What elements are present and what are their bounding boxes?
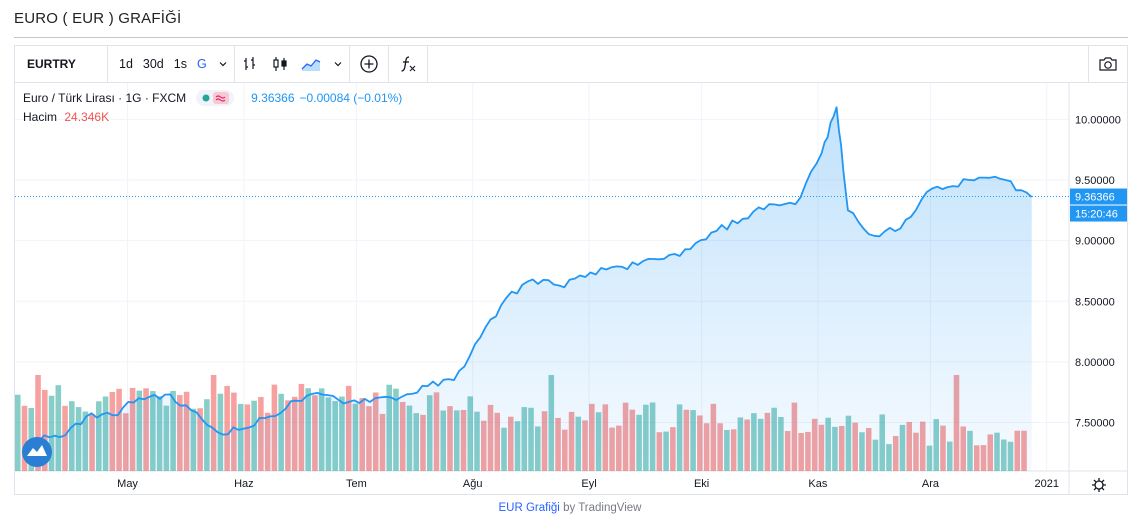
interval-g-button[interactable]: G (196, 57, 207, 71)
price-line (33, 106, 1033, 442)
volume-bar (217, 393, 224, 471)
interval-30d-button[interactable]: 30d (142, 57, 164, 71)
volume-bar (21, 405, 28, 471)
candlestick-style-icon[interactable] (265, 46, 295, 82)
volume-bar (15, 394, 21, 471)
last-price-tag (1070, 188, 1127, 205)
time-tick-label: Eki (694, 478, 709, 490)
volume-bar (210, 375, 217, 471)
chevron-down-icon[interactable] (212, 46, 234, 82)
price-tick-label: 9.50000 (1075, 175, 1115, 187)
tradingview-logo-icon[interactable] (22, 437, 52, 467)
volume-bar (42, 389, 48, 471)
price-chart[interactable]: 10.00000 9.50000 9.00000 8.50000 8.00000 7.50… (15, 46, 1127, 494)
settings-gear-icon[interactable] (1092, 478, 1106, 492)
price-area-fill (33, 107, 1032, 472)
chevron-down-icon[interactable] (327, 46, 349, 82)
page-title: EURO ( EUR ) GRAFİĞİ (14, 10, 182, 27)
toolbar-divider (348, 46, 350, 82)
interval-1d-button[interactable]: 1d (119, 57, 133, 71)
countdown-tag (1070, 205, 1127, 222)
symbol-search-button[interactable]: EURTRY (27, 57, 76, 71)
time-tick-label: Tem (346, 478, 367, 490)
toolbar-divider (426, 46, 428, 82)
volume-legend: Hacim 24.346K (23, 110, 109, 124)
toolbar-divider (387, 46, 389, 82)
series-legend: Euro / Türk Lirası · 1G · FXCM 9.36366 −… (23, 90, 402, 106)
price-tick-label: 8.50000 (1075, 296, 1115, 308)
bar-chart-style-icon[interactable] (235, 46, 265, 82)
volume-bar (55, 385, 62, 471)
indicators-fx-icon[interactable] (389, 46, 427, 82)
area-style-icon[interactable] (295, 46, 327, 82)
series-name: Euro / Türk Lirası · 1G · FXCM (23, 91, 187, 105)
volume-bar (35, 375, 41, 471)
title-divider (14, 37, 1128, 38)
volume-value: 24.346K (64, 110, 110, 124)
time-tick-label: May (117, 478, 138, 490)
price-tick-label: 10.00000 (1075, 114, 1121, 126)
compare-add-icon[interactable] (350, 46, 388, 82)
price-tick-label: 7.50000 (1075, 418, 1115, 430)
time-tick-label: Eyl (581, 478, 596, 490)
attribution-text: by TradingView (563, 502, 642, 514)
price-tick-label: 8.00000 (1075, 357, 1115, 369)
toolbar-divider (107, 46, 108, 82)
time-tick-label: Kas (808, 478, 827, 490)
volume-bar (48, 395, 55, 471)
volume-label: Hacim (23, 110, 58, 124)
price-change: −0.00084 (−0.01%) (299, 91, 403, 105)
chart-link[interactable]: EUR Grafiği (498, 502, 560, 514)
camera-icon[interactable] (1089, 46, 1127, 82)
time-tick-label: Haz (234, 478, 254, 490)
last-price-label: 9.36366 (1075, 192, 1115, 204)
volume-bar (224, 385, 230, 471)
interval-1s-button[interactable]: 1s (173, 57, 187, 71)
chart-toolbar: EURTRY 1d 30d 1s G (15, 46, 1127, 83)
countdown-label: 15:20:46 (1075, 209, 1118, 221)
time-tick-label: Ara (922, 478, 940, 490)
footer: EUR Grafiği by TradingView (0, 502, 1140, 514)
chart-widget: EURTRY 1d 30d 1s G (14, 45, 1128, 495)
last-value: 9.36366 (251, 91, 295, 105)
market-status-badge (196, 90, 235, 106)
time-tick-label: 2021 (1035, 478, 1059, 490)
price-tick-label: 9.00000 (1075, 236, 1115, 248)
toolbar-divider (233, 46, 235, 82)
toolbar-divider (1088, 46, 1089, 82)
time-tick-label: Ağu (463, 478, 483, 490)
